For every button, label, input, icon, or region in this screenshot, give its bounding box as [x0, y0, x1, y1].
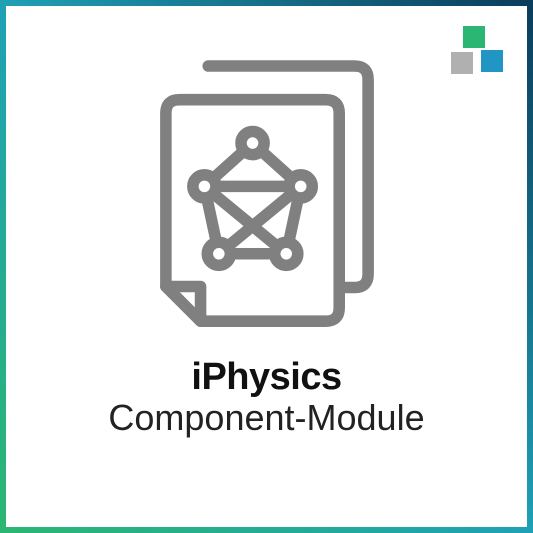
- accent-square: [481, 50, 503, 72]
- product-subtitle: Component-Module: [108, 397, 424, 439]
- accent-square: [451, 52, 473, 74]
- card-inner: iPhysics Component-Module: [6, 6, 527, 527]
- icon-area: [117, 46, 417, 346]
- title-block: iPhysics Component-Module: [108, 356, 424, 439]
- product-card: iPhysics Component-Module: [0, 0, 533, 533]
- product-title: iPhysics: [108, 356, 424, 399]
- accent-square: [463, 26, 485, 48]
- corner-accent-squares: [427, 26, 507, 86]
- document-stack-network-icon: [137, 51, 397, 341]
